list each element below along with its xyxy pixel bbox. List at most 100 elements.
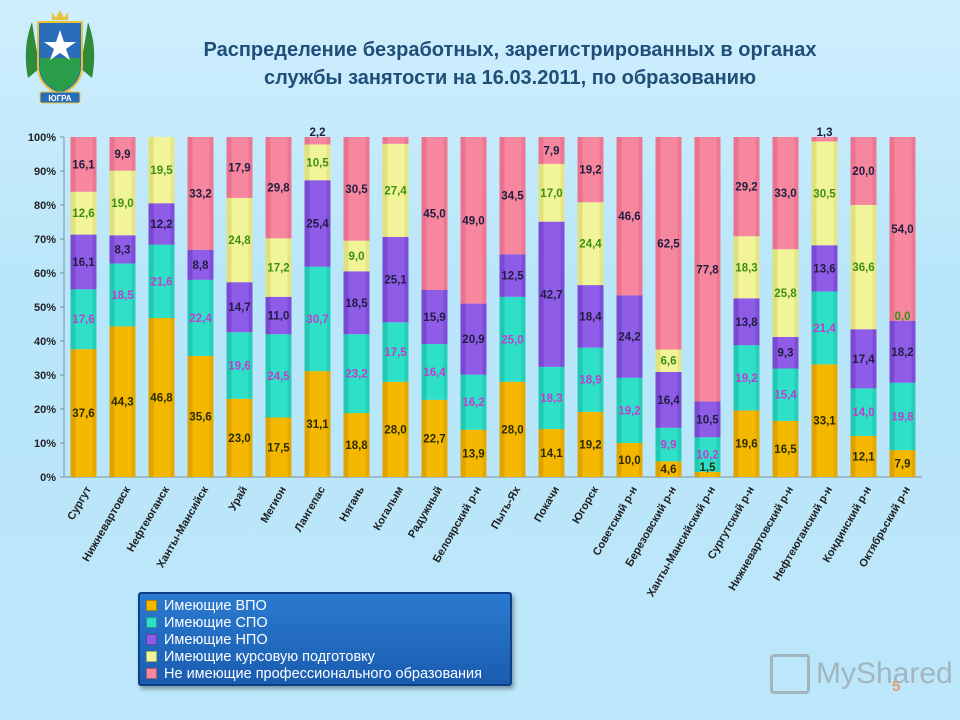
bar-segment-shade: [811, 364, 817, 477]
bar-segment-shade: [226, 332, 232, 399]
bar-segment-shade: [911, 137, 916, 321]
bar-segment-shade: [265, 417, 271, 477]
data-label: 10,5: [306, 157, 329, 169]
bar-segment-shade: [577, 347, 583, 412]
bar-segment-shade: [538, 429, 544, 477]
bar-segment-shade: [911, 450, 916, 477]
data-label: 31,1: [306, 419, 329, 431]
data-label: 24,4: [579, 239, 602, 251]
data-label: 7,9: [544, 145, 560, 157]
data-label: 14,7: [228, 302, 250, 314]
data-label: 42,7: [540, 289, 562, 301]
bar-segment-shade: [482, 429, 487, 477]
data-label: 17,5: [384, 347, 407, 359]
bar-segment-shade: [482, 137, 487, 304]
bar-segment-shade: [365, 413, 370, 477]
bar-segment-shade: [226, 398, 232, 477]
bar-segment-shade: [616, 443, 622, 477]
bar-segment-shade: [755, 298, 760, 346]
legend-item-none: Не имеющие профессионального образования: [146, 665, 510, 682]
data-label: 19,6: [228, 360, 250, 372]
data-label: 20,0: [852, 166, 874, 178]
bar-segment-shade: [248, 137, 253, 198]
data-label: 12,1: [852, 451, 875, 463]
bar-segment-shade: [872, 388, 877, 436]
y-tick-label: 50%: [34, 302, 56, 314]
bar-segment-shade: [889, 382, 895, 451]
bar-segment-none: [382, 137, 409, 144]
y-tick-label: 60%: [34, 268, 56, 280]
bar-segment-shade: [521, 296, 526, 382]
data-label: 15,4: [774, 390, 797, 402]
bar-segment-shade: [872, 204, 877, 330]
data-label: 33,1: [813, 416, 836, 428]
bar-segment-shade: [521, 381, 526, 477]
bar-segment-shade: [872, 137, 877, 205]
data-label: 9,3: [778, 348, 794, 360]
data-label: 19,8: [891, 411, 914, 423]
bar-segment-shade: [170, 318, 175, 477]
bar-segment-shade: [889, 320, 895, 383]
data-label: 1,5: [700, 462, 717, 474]
bar-segment-shade: [131, 326, 136, 477]
bar-segment-shade: [326, 180, 331, 267]
data-label: 30,5: [345, 184, 368, 196]
bar-segment-shade: [70, 289, 76, 350]
watermark: MyShared: [770, 654, 953, 694]
data-label: 12,2: [150, 219, 172, 231]
bar-segment-shade: [560, 137, 565, 164]
bar-segment-shade: [677, 371, 682, 428]
bar-segment-shade: [538, 221, 544, 367]
bar-segment-shade: [811, 137, 817, 142]
bar-segment-shade: [677, 427, 682, 462]
title-line-2: службы занятости на 16.03.2011, по образ…: [263, 67, 757, 89]
bar-segment-shade: [170, 137, 175, 204]
title-line-1: Распределение безработных, зарегистриров…: [203, 39, 817, 61]
data-label: 62,5: [657, 238, 680, 250]
legend-label: Имеющие курсовую подготовку: [164, 648, 375, 665]
data-label: 54,0: [891, 224, 913, 236]
bar-segment-shade: [833, 141, 838, 246]
bar-segment-shade: [109, 235, 115, 264]
bar-segment-shade: [499, 296, 505, 382]
bar-segment-shade: [499, 254, 505, 297]
bar-segment-shade: [287, 238, 292, 297]
bar-segment-shade: [209, 279, 214, 356]
bar-segment-shade: [655, 349, 661, 372]
x-tick-label: Радужный: [406, 485, 445, 541]
data-label: 8,8: [193, 260, 210, 272]
bar-segment-shade: [694, 471, 700, 477]
bar-segment-shade: [655, 461, 661, 477]
bar-segment-shade: [109, 326, 115, 477]
data-label: 77,8: [696, 264, 719, 276]
bar-segment-shade: [404, 143, 409, 237]
data-label: 29,2: [735, 182, 757, 194]
bar-segment-shade: [109, 170, 115, 236]
bar-segment-shade: [304, 266, 310, 372]
data-label: 30,7: [306, 314, 328, 326]
bar-segment-shade: [326, 144, 331, 181]
bar-segment-shade: [482, 303, 487, 375]
bar-segment-shade: [248, 197, 253, 283]
bar-segment-shade: [148, 203, 154, 245]
legend-item-vpo: Имеющие ВПО: [146, 597, 510, 614]
data-label: 17,2: [267, 263, 289, 275]
x-tick-label: Лангепас: [293, 485, 329, 535]
bar-segment-shade: [326, 266, 331, 372]
bar-segment-none: [811, 137, 838, 142]
bar-segment-shade: [460, 303, 466, 375]
bar-segment-shade: [811, 291, 817, 365]
bar-segment-shade: [404, 381, 409, 477]
bar-segment-shade: [443, 344, 448, 400]
bar-segment-shade: [421, 344, 427, 400]
bar-segment-shade: [382, 137, 388, 144]
data-label: 33,2: [189, 188, 211, 200]
data-label: 18,5: [345, 298, 368, 310]
bar-segment-shade: [616, 137, 622, 296]
bar-segment-shade: [889, 137, 895, 321]
y-tick-label: 40%: [34, 336, 56, 348]
bar-segment-shade: [655, 427, 661, 462]
bar-segment-shade: [794, 249, 799, 337]
bar-segment-shade: [131, 170, 136, 236]
data-label: 49,0: [462, 215, 484, 227]
